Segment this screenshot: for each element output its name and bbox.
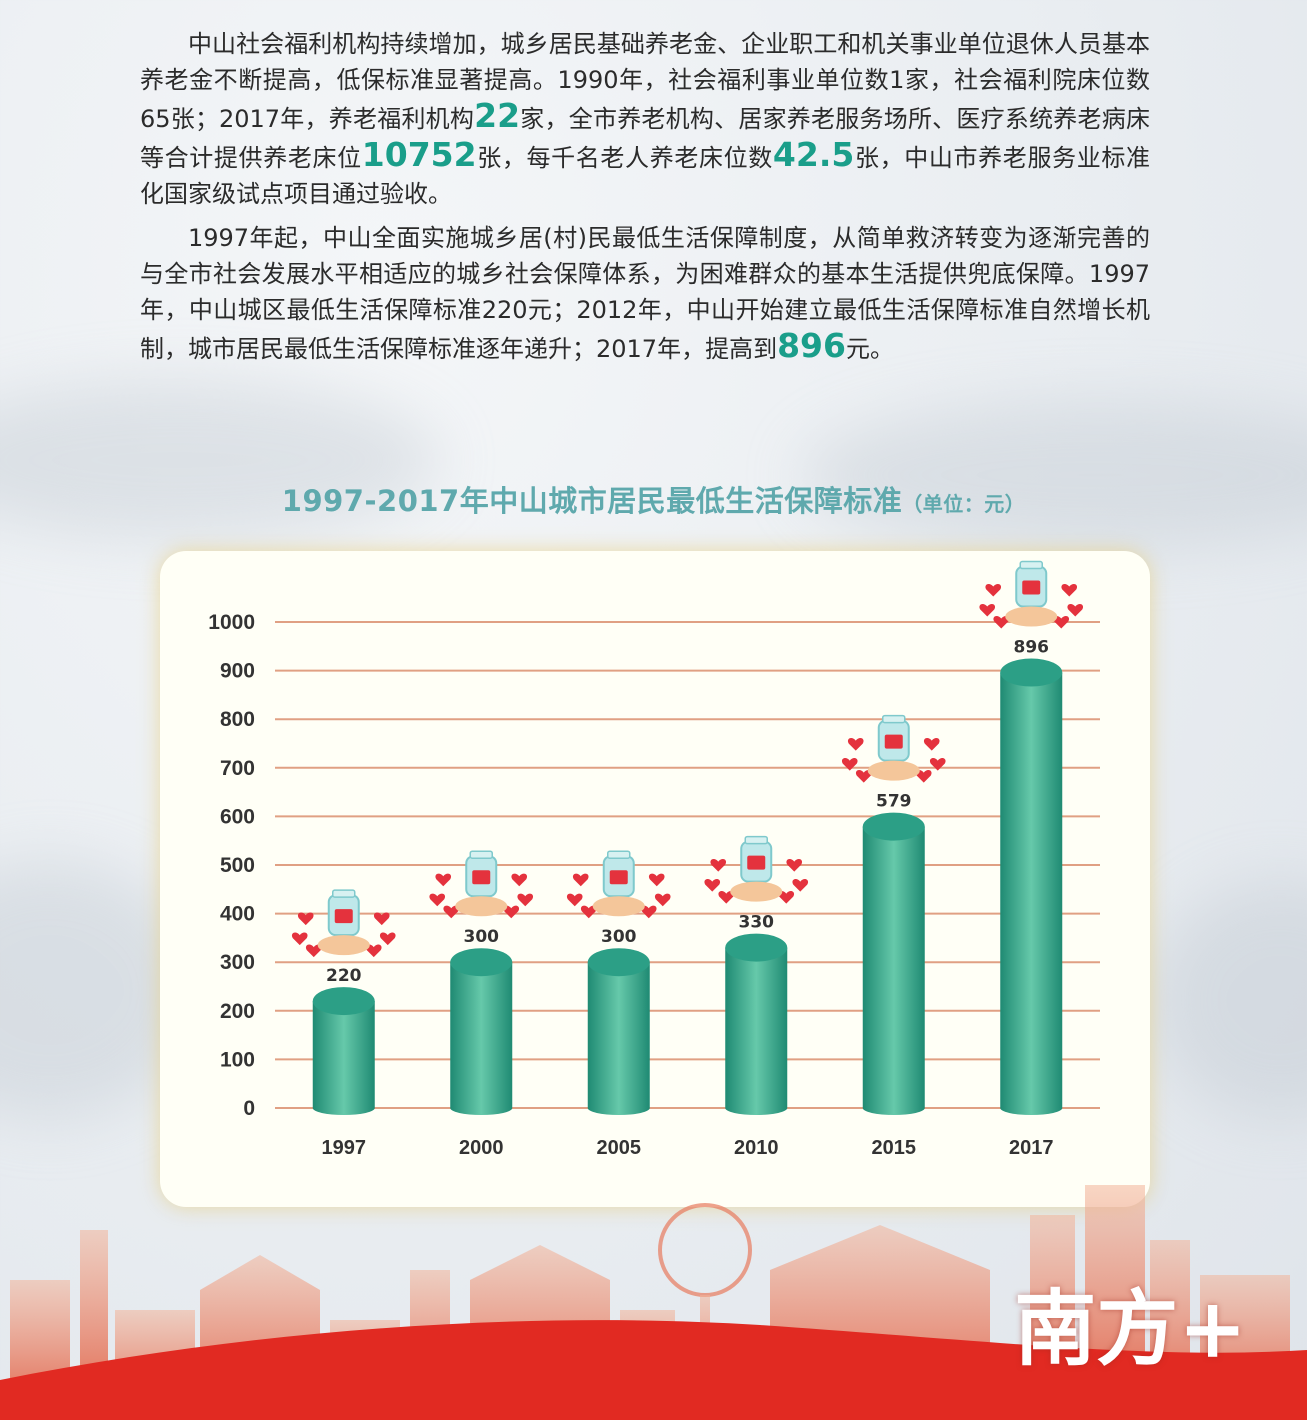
value-label: 896 bbox=[1014, 638, 1050, 658]
watermark-logo: 南方+ bbox=[1014, 1281, 1247, 1377]
bar-2010 bbox=[725, 933, 788, 1115]
bar-top bbox=[587, 948, 650, 977]
x-tick-label: 2000 bbox=[459, 1137, 504, 1159]
city-skyline-illustration bbox=[0, 1185, 1307, 1420]
y-tick-label: 400 bbox=[220, 903, 255, 926]
highlight-number: 896 bbox=[777, 326, 846, 365]
jar-hearts-icon bbox=[429, 850, 534, 919]
y-tick-label: 800 bbox=[220, 708, 255, 731]
x-tick-label: 2010 bbox=[734, 1137, 779, 1159]
bar-top bbox=[725, 933, 788, 962]
bar-body bbox=[862, 826, 925, 1115]
jar-hearts-icon bbox=[841, 714, 946, 783]
x-tick-label: 2015 bbox=[872, 1137, 917, 1159]
bar-top bbox=[312, 987, 375, 1016]
y-tick-label: 300 bbox=[220, 951, 255, 974]
bar-body bbox=[1000, 672, 1063, 1115]
paragraph-text: 张，中山市养老服务业标准化国家级试点项目通过验收。 bbox=[140, 144, 1151, 208]
highlight-number: 10752 bbox=[361, 135, 477, 174]
y-tick-label: 100 bbox=[220, 1048, 255, 1071]
jar-hearts-icon bbox=[979, 560, 1084, 629]
value-label: 579 bbox=[876, 792, 912, 812]
bar-2005 bbox=[587, 948, 650, 1115]
bar-2000 bbox=[450, 948, 513, 1115]
bar-chart: 0 100 200 300 400 500 600 700 800 900 1000 220 1997 3… bbox=[208, 560, 1100, 1159]
jar-hearts-icon bbox=[566, 850, 671, 919]
value-label: 220 bbox=[326, 966, 362, 986]
article-paragraph-2: 1997年起，中山全面实施城乡居(村)民最低生活保障制度，从简单救济转变为逐渐完… bbox=[140, 220, 1150, 367]
jar-hearts-icon bbox=[704, 835, 809, 904]
chart-title-unit: （单位：元） bbox=[902, 492, 1026, 516]
value-label: 300 bbox=[464, 927, 500, 947]
highlight-number: 22 bbox=[474, 96, 521, 135]
chart-card: 0 100 200 300 400 500 600 700 800 900 1000 220 1997 3… bbox=[160, 551, 1150, 1207]
bar-2017 bbox=[1000, 658, 1063, 1115]
y-tick-label: 900 bbox=[220, 660, 255, 683]
chart-title: 1997-2017年中山城市居民最低生活保障标准（单位：元） bbox=[0, 478, 1307, 520]
bar-1997 bbox=[312, 987, 375, 1115]
y-tick-label: 600 bbox=[220, 805, 255, 828]
bar-body bbox=[450, 962, 513, 1115]
highlight-number: 42.5 bbox=[772, 135, 855, 174]
y-tick-label: 700 bbox=[220, 757, 255, 780]
bar-body bbox=[725, 947, 788, 1115]
bar-top bbox=[450, 948, 513, 977]
paragraph-text: 1997年起，中山全面实施城乡居(村)民最低生活保障制度，从简单救济转变为逐渐完… bbox=[140, 224, 1150, 363]
bar-top bbox=[1000, 658, 1063, 687]
bar-top bbox=[862, 812, 925, 841]
bar-2015 bbox=[862, 812, 925, 1115]
y-tick-label: 200 bbox=[220, 1000, 255, 1023]
y-tick-label: 500 bbox=[220, 854, 255, 877]
y-tick-label: 0 bbox=[243, 1097, 255, 1120]
x-tick-label: 2017 bbox=[1009, 1137, 1054, 1159]
value-label: 330 bbox=[739, 913, 775, 933]
x-tick-label: 2005 bbox=[597, 1137, 642, 1159]
paragraph-text: 张，每千名老人养老床位数 bbox=[476, 144, 773, 172]
x-tick-label: 1997 bbox=[322, 1137, 367, 1159]
article: 中山社会福利机构持续增加，城乡居民基础养老金、企业职工和机关事业单位退休人员基本… bbox=[140, 26, 1150, 375]
paragraph-text: 元。 bbox=[845, 335, 894, 363]
article-paragraph-1: 中山社会福利机构持续增加，城乡居民基础养老金、企业职工和机关事业单位退休人员基本… bbox=[140, 26, 1150, 212]
chart-title-main: 1997-2017年中山城市居民最低生活保障标准 bbox=[281, 484, 903, 518]
value-label: 300 bbox=[601, 927, 637, 947]
y-tick-label: 1000 bbox=[208, 611, 255, 634]
jar-hearts-icon bbox=[291, 889, 396, 958]
paragraph-text: 家，全市养老机构、居家养老服务场所、医疗系统养老病床等合计提供养老床位 bbox=[140, 105, 1150, 172]
bar-body bbox=[312, 1001, 375, 1115]
bar-body bbox=[587, 962, 650, 1115]
paragraph-text: 中山社会福利机构持续增加，城乡居民基础养老金、企业职工和机关事业单位退休人员基本… bbox=[140, 30, 1150, 133]
